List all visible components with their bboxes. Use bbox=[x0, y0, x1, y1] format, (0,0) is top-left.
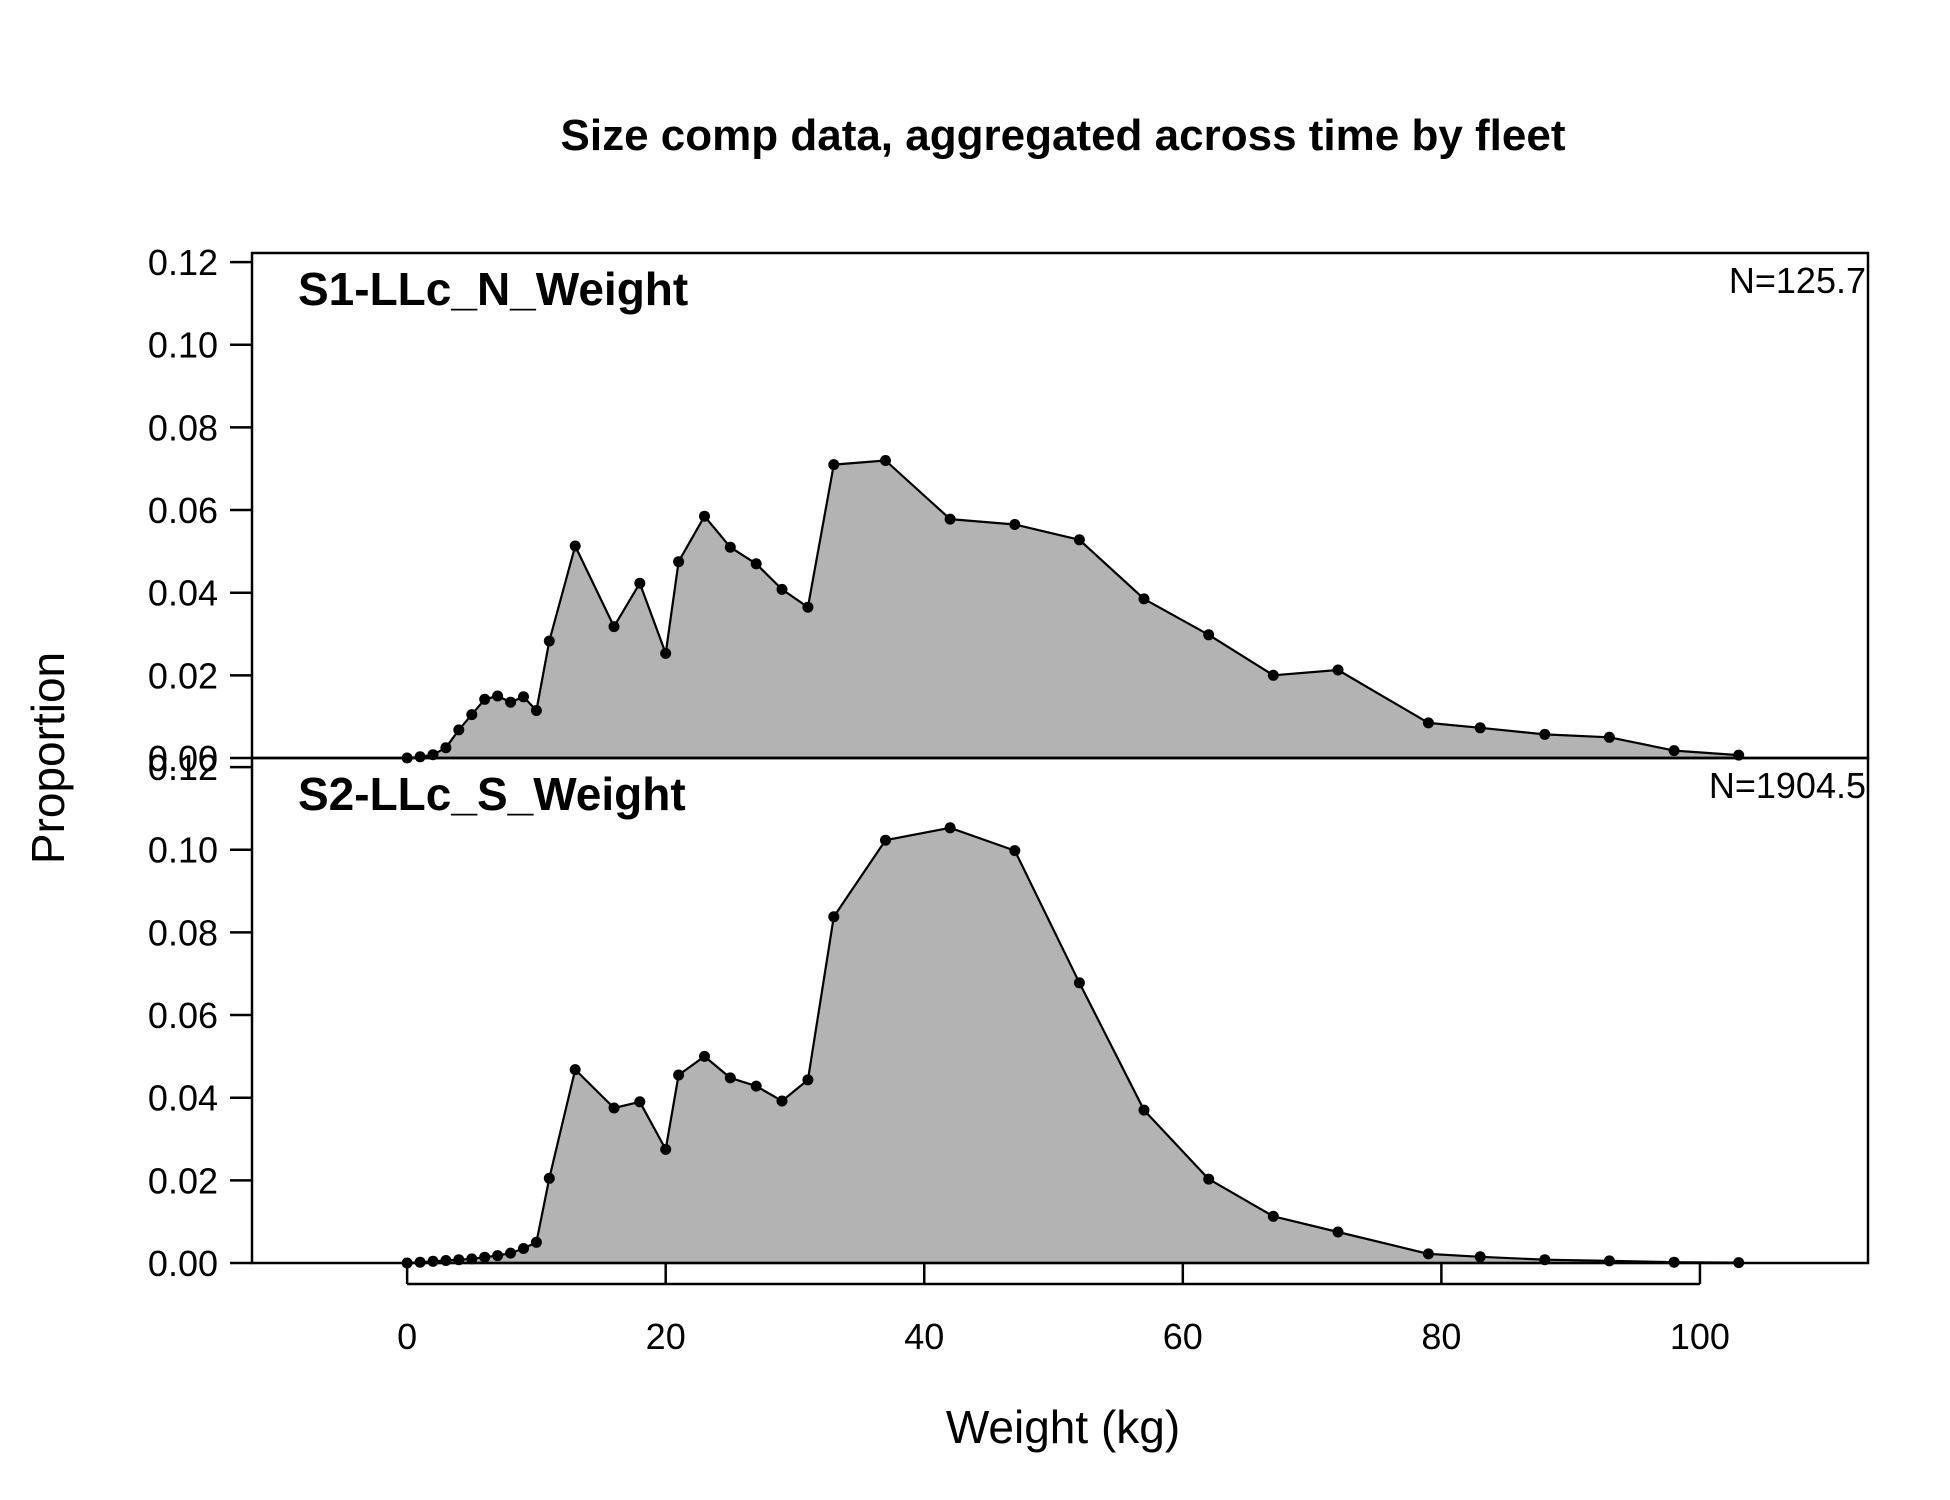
data-point bbox=[828, 459, 840, 471]
data-point bbox=[518, 1243, 529, 1254]
data-point bbox=[1073, 977, 1085, 989]
data-point bbox=[1138, 1104, 1150, 1116]
y-tick-label: 0.06 bbox=[148, 490, 218, 531]
data-point bbox=[440, 742, 452, 754]
y-tick-label: 0.02 bbox=[148, 1160, 218, 1201]
y-tick-label: 0.12 bbox=[148, 747, 218, 788]
data-point bbox=[479, 693, 491, 705]
y-tick-label: 0.02 bbox=[148, 655, 218, 696]
area-series-2 bbox=[406, 826, 1740, 1265]
x-tick-label: 100 bbox=[1670, 1316, 1730, 1357]
data-point bbox=[1009, 519, 1021, 530]
sample-size-label: N=125.7 bbox=[1729, 260, 1866, 301]
data-point bbox=[1332, 1226, 1344, 1238]
data-point bbox=[530, 705, 542, 716]
data-point bbox=[608, 1102, 620, 1114]
data-point bbox=[1422, 1248, 1434, 1260]
data-point bbox=[699, 510, 710, 522]
panel-frame bbox=[250, 756, 1870, 1265]
y-tick-label: 0.04 bbox=[148, 1078, 218, 1119]
panel-label: S1-LLc_N_Weight bbox=[298, 263, 688, 315]
data-point bbox=[505, 696, 517, 708]
area-series-1 bbox=[406, 459, 1740, 760]
y-tick-label: 0.08 bbox=[148, 912, 218, 953]
panel-1: 0.00 0.02 0.04 0.06 0.08 0.10 0.12 S1-LLc_N_Wei… bbox=[148, 242, 1870, 779]
data-point bbox=[466, 709, 478, 721]
data-point bbox=[673, 556, 685, 568]
data-point bbox=[802, 1074, 814, 1086]
data-point bbox=[569, 540, 581, 552]
data-point bbox=[1203, 629, 1215, 641]
data-point bbox=[1332, 664, 1344, 676]
chart-title: Size comp data, aggregated across time b… bbox=[561, 111, 1566, 160]
y-tick-label: 0.06 bbox=[148, 995, 218, 1036]
y-tick-label: 0.04 bbox=[148, 573, 218, 614]
y-tick-label: 0.10 bbox=[148, 830, 218, 871]
data-point bbox=[660, 647, 672, 659]
data-point bbox=[492, 690, 504, 702]
data-point bbox=[776, 1095, 788, 1107]
data-point bbox=[479, 1251, 491, 1263]
data-point bbox=[518, 691, 529, 703]
panels: 0.00 0.02 0.04 0.06 0.08 0.10 0.12 S1-LLc_N_Wei… bbox=[148, 242, 1870, 1284]
panel-2: 0.00 0.02 0.04 0.06 0.08 0.10 0.12 S2-LLc_S_Wei… bbox=[148, 747, 1870, 1284]
data-point bbox=[1009, 845, 1021, 857]
data-point bbox=[1422, 717, 1434, 729]
y-tick-label: 0.08 bbox=[148, 407, 218, 448]
data-point bbox=[828, 911, 840, 923]
data-point bbox=[543, 1172, 555, 1184]
x-tick-label: 20 bbox=[646, 1316, 686, 1357]
data-point bbox=[944, 822, 956, 834]
y-tick-label: 0.12 bbox=[148, 242, 218, 283]
data-point bbox=[1539, 728, 1551, 740]
data-point bbox=[880, 834, 891, 846]
data-point bbox=[1603, 731, 1615, 743]
data-point bbox=[505, 1247, 517, 1259]
x-tick-label: 40 bbox=[904, 1316, 944, 1357]
data-point bbox=[1267, 669, 1279, 681]
data-point bbox=[440, 1255, 452, 1266]
data-point bbox=[660, 1143, 672, 1155]
data-point bbox=[750, 1080, 762, 1092]
data-point bbox=[724, 541, 736, 553]
data-point bbox=[1474, 722, 1486, 734]
data-point bbox=[608, 621, 620, 633]
data-point bbox=[880, 455, 891, 466]
x-tick-label: 60 bbox=[1163, 1316, 1203, 1357]
data-point bbox=[634, 1096, 646, 1108]
data-point bbox=[1267, 1210, 1279, 1222]
data-point bbox=[750, 558, 762, 570]
x-axis: 0 20 40 60 80 100 bbox=[397, 1263, 1730, 1357]
data-point bbox=[944, 513, 956, 525]
data-point bbox=[1073, 534, 1085, 546]
data-point bbox=[427, 1255, 439, 1267]
data-point bbox=[453, 724, 465, 736]
data-point bbox=[673, 1069, 685, 1081]
data-point bbox=[776, 583, 788, 595]
x-tick-label: 80 bbox=[1421, 1316, 1461, 1357]
y-axis-title: Proportion bbox=[22, 652, 74, 864]
data-point bbox=[569, 1064, 581, 1076]
data-point bbox=[492, 1250, 504, 1262]
y-tick-label: 0.00 bbox=[148, 738, 218, 779]
sample-size-label: N=1904.5 bbox=[1709, 765, 1866, 806]
y-tick-label: 0.10 bbox=[148, 325, 218, 366]
data-point bbox=[1603, 1255, 1615, 1267]
x-axis-title: Weight (kg) bbox=[946, 1401, 1180, 1453]
data-point bbox=[1203, 1173, 1215, 1185]
y-tick-label: 0.00 bbox=[148, 1243, 218, 1284]
data-point bbox=[699, 1050, 710, 1062]
data-point bbox=[1474, 1251, 1486, 1263]
data-point bbox=[543, 635, 555, 647]
data-point bbox=[466, 1253, 478, 1265]
data-point bbox=[634, 577, 646, 589]
data-point bbox=[724, 1072, 736, 1084]
data-point bbox=[1138, 593, 1150, 605]
x-tick-label: 0 bbox=[397, 1316, 417, 1357]
data-point bbox=[1668, 745, 1680, 757]
panel-label: S2-LLc_S_Weight bbox=[298, 768, 686, 820]
data-point bbox=[802, 601, 814, 613]
data-point bbox=[530, 1236, 542, 1248]
